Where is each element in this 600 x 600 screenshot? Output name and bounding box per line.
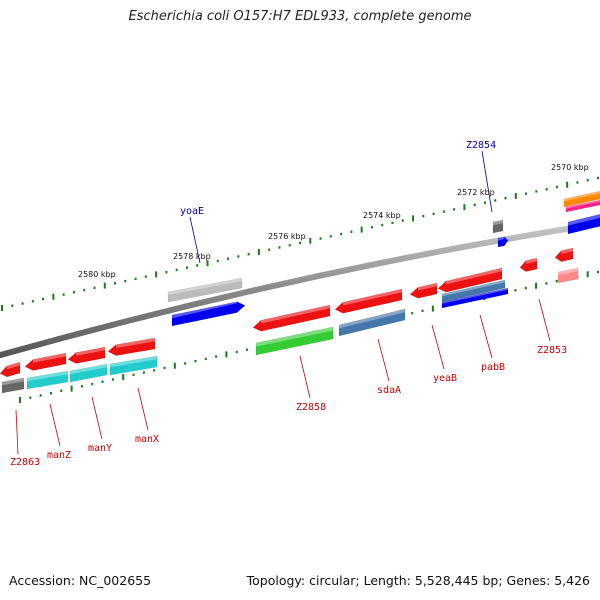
gene-label-yoae: yoaE [180, 206, 204, 217]
gene-feature-highlight [110, 356, 157, 368]
gene-features [0, 190, 600, 394]
gene-feature-cyan [109, 355, 158, 376]
gene-label-z2854: Z2854 [466, 140, 496, 151]
gene-feature-gray [167, 277, 243, 303]
gene-feature-red [519, 257, 538, 272]
leader-line [481, 150, 493, 213]
kbp-label: 2574 kbp [363, 211, 401, 220]
leader-line [15, 409, 19, 455]
gene-feature-highlight [564, 191, 600, 202]
gene-label-pabb: pabB [481, 362, 505, 373]
gene-labels: yoaE Z2854 Z2863 manZ manY manX Z2858 sdaA yeaB p… [10, 140, 567, 468]
gene-feature-darkgray [1, 377, 25, 394]
leader-line [431, 324, 445, 370]
gene-feature-highlight [76, 347, 105, 356]
gene-feature-cyan [26, 370, 69, 390]
gene-feature-red [67, 346, 106, 364]
gene-feature-blue [171, 301, 246, 327]
leader-line [299, 355, 311, 399]
map-title: Escherichia coli O157:H7 EDL933, complet… [128, 9, 472, 24]
gene-feature-highlight [256, 327, 333, 347]
gene-feature-blue [567, 213, 600, 235]
gene-feature-highlight [442, 280, 505, 297]
kbp-label: 2570 kbp [551, 163, 589, 172]
gene-feature-highlight [27, 371, 68, 382]
gene-feature-blue [497, 236, 509, 248]
leader-line [377, 338, 390, 382]
gene-feature-highlight [566, 200, 600, 209]
gene-feature-highlight [261, 305, 330, 324]
gene-label-z2863: Z2863 [10, 457, 40, 468]
gene-feature-red [24, 352, 67, 371]
gene-feature-red [0, 361, 21, 378]
gene-feature-highlight [498, 236, 505, 241]
gene-feature-magenta [565, 199, 600, 213]
gene-feature-highlight [493, 220, 503, 226]
accession-text: Accession: NC_002655 [9, 573, 152, 588]
gene-feature-highlight [33, 353, 66, 363]
gene-feature-highlight [568, 214, 600, 226]
leader-line [479, 314, 493, 359]
label-leader-lines [15, 150, 551, 455]
gene-feature-pink [557, 267, 579, 284]
gene-feature-red [334, 288, 403, 314]
gene-feature-highlight [418, 283, 437, 291]
gene-feature-highlight [70, 364, 107, 375]
gene-feature-highlight [525, 258, 537, 264]
tick-marks-outer [1, 176, 599, 311]
leader-line [49, 403, 61, 447]
gene-feature-highlight [168, 278, 242, 295]
gene-feature-highlight [558, 268, 578, 276]
kbp-labels: 2580 kbp 2578 kbp 2576 kbp 2574 kbp 2572 kbp… [78, 163, 589, 279]
gene-feature-highlight [561, 248, 573, 254]
gene-label-sdaa: sdaA [377, 385, 401, 396]
leader-line [91, 396, 103, 440]
gene-feature-highlight [2, 378, 24, 386]
gene-feature-green [255, 326, 334, 356]
gene-feature-steelblue [338, 308, 406, 337]
gene-feature-orange [563, 190, 600, 208]
gene-feature-highlight [442, 288, 508, 304]
gene-feature-red [437, 267, 503, 293]
leader-line [137, 387, 149, 431]
gene-feature-red [107, 337, 156, 356]
gene-feature-red [252, 304, 331, 332]
leader-line [189, 216, 201, 264]
gene-label-manz: manZ [47, 450, 71, 461]
leader-line [538, 298, 551, 342]
gene-feature-red [554, 247, 574, 262]
gene-label-z2853: Z2853 [537, 345, 567, 356]
gene-feature-steelblue [441, 279, 506, 303]
gene-feature-cyan [69, 363, 108, 383]
gene-feature-highlight [172, 300, 237, 319]
gene-label-z2858: Z2858 [296, 402, 326, 413]
gene-feature-red [409, 282, 438, 299]
gene-label-many: manY [88, 443, 112, 454]
gene-feature-highlight [339, 309, 405, 329]
kbp-label: 2572 kbp [457, 188, 495, 197]
gene-feature-highlight [343, 289, 402, 306]
kbp-label: 2580 kbp [78, 270, 116, 279]
kbp-label: 2578 kbp [173, 252, 211, 261]
gene-feature-highlight [7, 362, 20, 370]
gene-label-manx: manX [135, 434, 159, 445]
genome-backbone [0, 220, 600, 359]
gene-feature-blue [441, 287, 509, 309]
kbp-label: 2576 kbp [268, 232, 306, 241]
gene-label-yeab: yeaB [433, 373, 457, 384]
gene-feature-highlight [446, 268, 502, 285]
gene-feature-darkgray [492, 219, 504, 234]
gene-feature-highlight [116, 338, 155, 348]
genome-summary-text: Topology: circular; Length: 5,528,445 bp… [246, 573, 590, 588]
